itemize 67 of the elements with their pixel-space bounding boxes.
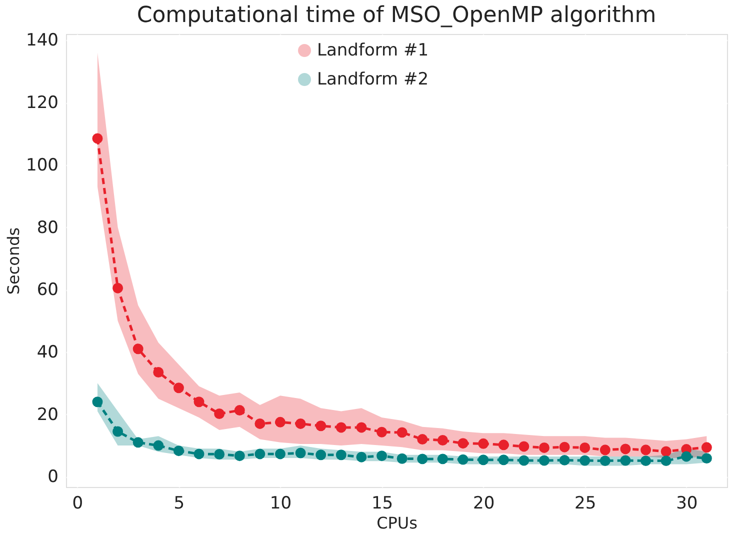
point bbox=[600, 444, 610, 456]
point bbox=[376, 426, 388, 438]
y-tick-label: 100 bbox=[26, 155, 58, 176]
y-tick-label: 20 bbox=[36, 404, 58, 425]
x-tick-label: 30 bbox=[676, 494, 698, 514]
point bbox=[274, 448, 286, 460]
chart-title: Computational time of MSO_OpenMP algorithm bbox=[136, 3, 656, 28]
y-axis-title: Seconds bbox=[4, 227, 24, 295]
y-tick-label: 0 bbox=[48, 467, 58, 488]
point bbox=[478, 438, 489, 449]
point bbox=[498, 440, 509, 450]
y-tick-label: 120 bbox=[26, 93, 58, 114]
x-axis-title: CPUs bbox=[376, 514, 418, 532]
point bbox=[559, 442, 570, 452]
point bbox=[336, 450, 346, 460]
point bbox=[92, 396, 103, 408]
point bbox=[295, 418, 306, 429]
point bbox=[620, 444, 631, 454]
legend-label: Landform #2 bbox=[317, 70, 429, 90]
point bbox=[600, 456, 610, 466]
legend-label: Landform #1 bbox=[317, 40, 429, 60]
x-tick-label: 20 bbox=[472, 494, 495, 514]
point bbox=[194, 396, 204, 408]
point bbox=[356, 452, 367, 462]
point bbox=[92, 133, 103, 144]
point bbox=[274, 416, 286, 428]
point bbox=[640, 444, 652, 456]
point bbox=[701, 442, 712, 453]
y-tick-label: 140 bbox=[26, 30, 58, 51]
point bbox=[254, 448, 266, 460]
point bbox=[580, 442, 590, 453]
x-tick-label: 0 bbox=[72, 494, 84, 514]
point bbox=[153, 440, 164, 451]
x-tick-label: 10 bbox=[270, 494, 292, 514]
point bbox=[112, 282, 124, 294]
x-tick-label: 5 bbox=[174, 494, 185, 514]
point bbox=[173, 382, 184, 394]
point bbox=[316, 450, 326, 460]
point bbox=[234, 405, 245, 416]
point bbox=[112, 426, 124, 437]
point bbox=[254, 418, 266, 429]
point bbox=[173, 446, 184, 456]
point bbox=[316, 420, 326, 432]
point bbox=[132, 344, 144, 354]
point bbox=[336, 422, 346, 433]
point bbox=[194, 448, 204, 460]
x-tick-label: 25 bbox=[574, 494, 596, 514]
point bbox=[295, 448, 306, 458]
point bbox=[437, 435, 448, 446]
point bbox=[640, 456, 652, 466]
point bbox=[396, 427, 408, 438]
point bbox=[356, 422, 367, 433]
point bbox=[214, 408, 225, 419]
point bbox=[660, 456, 672, 466]
point bbox=[518, 441, 530, 452]
point bbox=[538, 442, 550, 453]
point bbox=[701, 453, 712, 464]
point bbox=[153, 367, 164, 378]
point bbox=[681, 451, 692, 462]
point bbox=[417, 434, 428, 445]
y-tick-label: 40 bbox=[36, 342, 58, 363]
point bbox=[660, 446, 672, 457]
x-tick-label: 15 bbox=[371, 494, 394, 514]
point bbox=[458, 438, 468, 449]
y-tick-label: 80 bbox=[36, 218, 58, 238]
point bbox=[214, 449, 225, 460]
y-tick-label: 60 bbox=[36, 280, 58, 300]
